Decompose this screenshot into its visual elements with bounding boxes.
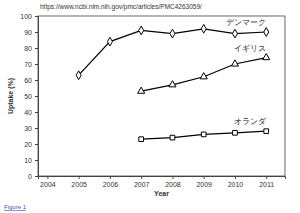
tick-label: 2009 xyxy=(196,181,212,188)
tick: 2006 xyxy=(103,176,119,188)
marker xyxy=(201,24,206,33)
tick-mark xyxy=(110,176,111,179)
tick: 70 xyxy=(24,61,38,68)
tick-label: 40 xyxy=(24,109,32,116)
tick-mark xyxy=(35,32,38,33)
marker xyxy=(264,28,269,37)
tick: 90 xyxy=(24,29,38,36)
tick: 40 xyxy=(24,109,38,116)
series-line xyxy=(141,58,266,92)
tick-mark xyxy=(235,176,236,179)
marker xyxy=(264,129,269,134)
plot: 2004 2005 2006 2007 2008 2009 2010 2011 0 10 20 30 4… xyxy=(7,13,286,197)
marker xyxy=(139,137,144,142)
tick-mark xyxy=(35,112,38,113)
series-labels: デンマークイギリスオランダ xyxy=(226,18,267,126)
tick-mark xyxy=(35,64,38,65)
marker xyxy=(233,130,238,135)
tick-label: 30 xyxy=(24,125,32,132)
tick-label: 2010 xyxy=(228,181,244,188)
series-line xyxy=(79,29,267,75)
tick: 2009 xyxy=(196,176,212,188)
series-line xyxy=(141,131,266,139)
tick: 2008 xyxy=(165,176,181,188)
tick-mark xyxy=(35,96,38,97)
tick-mark xyxy=(35,80,38,81)
tick: 0 xyxy=(28,173,38,180)
chart: 2004 2005 2006 2007 2008 2009 2010 2011 0 10 20 30 4… xyxy=(0,0,300,213)
x-axis: 2004 2005 2006 2007 2008 2009 2010 2011 xyxy=(39,176,286,188)
marker xyxy=(232,29,237,38)
series-label: デンマーク xyxy=(226,18,266,27)
marker xyxy=(107,37,112,46)
tick-label: 2005 xyxy=(71,181,87,188)
tick-label: 10 xyxy=(24,157,32,164)
tick: 2004 xyxy=(40,176,56,188)
tick: 2005 xyxy=(71,176,87,188)
tick-mark xyxy=(35,144,38,145)
tick: 2011 xyxy=(259,176,274,188)
tick: 100 xyxy=(20,13,38,20)
tick-mark xyxy=(172,176,173,179)
annotation: https://www.ncbi.nlm.nih.gov/pmc/article… xyxy=(40,3,202,11)
tick: 50 xyxy=(24,93,38,100)
marker xyxy=(200,73,207,79)
marker xyxy=(139,26,144,35)
tick-label: 20 xyxy=(24,141,32,148)
tick-label: 2007 xyxy=(134,181,150,188)
tick: 60 xyxy=(24,77,38,84)
marker xyxy=(201,132,206,137)
tick-mark xyxy=(47,176,48,179)
tick-label: 70 xyxy=(24,61,32,68)
marker xyxy=(76,71,81,80)
tick-mark xyxy=(35,128,38,129)
y-axis: 0 10 20 30 40 50 60 70 80 90 100 xyxy=(20,13,38,180)
tick: 2007 xyxy=(134,176,150,188)
y-axis-title: Uptake (%) xyxy=(7,78,15,114)
tick-label: 50 xyxy=(24,93,32,100)
tick-mark xyxy=(266,176,267,179)
marker xyxy=(170,29,175,38)
tick-label: 2008 xyxy=(165,181,181,188)
tick-label: 0 xyxy=(28,173,32,180)
tick: 80 xyxy=(24,45,38,52)
series-label: オランダ xyxy=(234,117,267,126)
tick-label: 100 xyxy=(20,13,32,20)
tick-label: 2006 xyxy=(103,181,119,188)
tick-mark xyxy=(79,176,80,179)
x-axis-title: Year xyxy=(154,190,169,197)
tick-mark xyxy=(35,176,38,177)
marker xyxy=(138,87,145,93)
tick-mark xyxy=(141,176,142,179)
series-label: イギリス xyxy=(234,44,266,53)
marker xyxy=(170,135,175,140)
axis-line xyxy=(35,17,39,177)
tick-label: 60 xyxy=(24,77,32,84)
tick: 20 xyxy=(24,141,38,148)
tick-mark xyxy=(35,48,38,49)
marker xyxy=(169,81,176,87)
tick-label: 2004 xyxy=(40,181,56,188)
tick-mark xyxy=(35,16,38,17)
series-group xyxy=(76,24,270,141)
axis-line xyxy=(39,177,286,180)
tick-label: 2011 xyxy=(259,181,274,188)
annotation: Figure 1 xyxy=(4,204,27,210)
tick-label: 80 xyxy=(24,45,32,52)
tick-mark xyxy=(35,160,38,161)
marker xyxy=(231,60,238,66)
tick: 2010 xyxy=(228,176,244,188)
tick-label: 90 xyxy=(24,29,32,36)
plot-frame xyxy=(38,16,285,176)
tick-mark xyxy=(204,176,205,179)
marker xyxy=(263,53,270,59)
tick: 30 xyxy=(24,125,38,132)
tick: 10 xyxy=(24,157,38,164)
